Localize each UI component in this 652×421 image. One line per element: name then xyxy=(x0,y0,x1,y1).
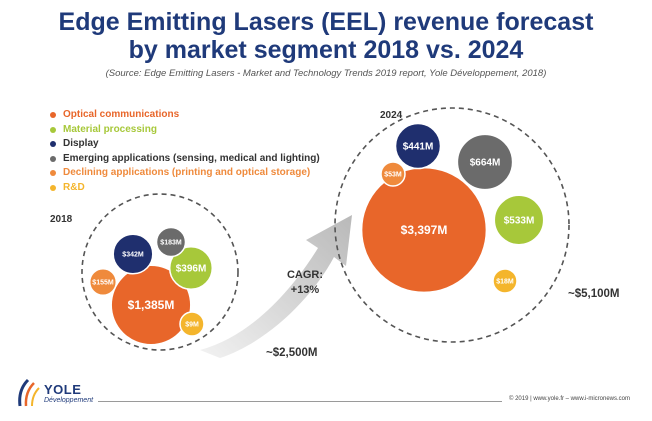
legend-swatch-display xyxy=(50,141,56,148)
group-outline-2024 xyxy=(334,107,570,343)
legend-item-emerging: Emerging applications (sensing, medical … xyxy=(50,152,320,167)
group-year-2018: 2018 xyxy=(50,214,73,225)
legend-item-display: Display xyxy=(50,137,320,152)
legend-label-optical: Optical communications xyxy=(63,109,180,120)
legend-item-rnd: R&D xyxy=(50,181,320,196)
bubble-label-2024-material: $533M xyxy=(504,216,535,227)
bubble-2018-rnd xyxy=(179,311,205,337)
legend-swatch-rnd xyxy=(50,184,56,191)
footer-divider xyxy=(98,401,502,402)
bubble-label-2018-declining: $155M xyxy=(92,279,114,286)
cagr-label: CAGR: xyxy=(287,269,323,281)
bubble-2024-emerging xyxy=(456,133,514,191)
footer-copyright: © 2019 | www.yole.fr – www.i-micronews.c… xyxy=(508,396,630,402)
chart-title-line1: Edge Emitting Lasers (EEL) revenue forec… xyxy=(58,8,594,36)
bubble-label-2018-material: $396M xyxy=(176,264,207,275)
bubble-label-2024-optical: $3,397M xyxy=(401,223,448,237)
legend-swatch-declining xyxy=(50,170,56,177)
legend-label-material: Material processing xyxy=(63,123,157,135)
group-outline-2018 xyxy=(81,193,239,351)
group-total-2018: ~$2,500M xyxy=(266,347,317,359)
bubble-2024-display xyxy=(394,122,442,170)
bubble-2018-material xyxy=(168,245,214,291)
bubble-label-2018-rnd: $9M xyxy=(185,321,199,328)
legend-item-optical: Optical communications xyxy=(50,108,320,123)
legend-swatch-emerging xyxy=(50,155,56,162)
group-total-2024: ~$5,100M xyxy=(568,288,619,300)
bubble-label-2024-emerging: $664M xyxy=(470,158,501,169)
bubble-label-2018-emerging: $183M xyxy=(160,239,182,246)
bubble-label-2018-display: $342M xyxy=(122,251,144,258)
legend-item-material: Material processing xyxy=(50,123,320,138)
bubble-label-2024-display: $441M xyxy=(403,142,434,153)
bubble-label-2024-rnd: $18M xyxy=(496,278,514,285)
bubble-label-2018-optical: $1,385M xyxy=(128,298,175,312)
legend-item-declining: Declining applications (printing and opt… xyxy=(50,166,320,181)
growth-arrow xyxy=(200,215,352,358)
bubble-2018-declining xyxy=(88,267,118,297)
legend-label-declining: Declining applications (printing and opt… xyxy=(63,167,311,178)
yole-logo: YOLE Développement xyxy=(14,374,104,414)
chart-title-line2: by market segment 2018 vs. 2024 xyxy=(128,36,524,64)
bubble-2024-rnd xyxy=(492,268,518,294)
legend-label-emerging: Emerging applications (sensing, medical … xyxy=(63,152,320,164)
bubble-2018-emerging xyxy=(155,226,187,258)
group-year-2024: 2024 xyxy=(380,110,403,121)
bubble-label-2024-declining: $53M xyxy=(384,171,402,178)
legend-label-display: Display xyxy=(63,138,99,149)
cagr-value: +13% xyxy=(291,284,320,296)
bubble-2018-display xyxy=(112,233,154,275)
bubble-2024-declining xyxy=(380,161,406,187)
legend-label-rnd: R&D xyxy=(63,181,85,193)
legend-swatch-optical xyxy=(50,112,56,119)
chart-source: (Source: Edge Emitting Lasers - Market a… xyxy=(105,68,547,79)
logo-word: YOLE xyxy=(44,382,82,397)
bubble-2024-material xyxy=(493,194,545,246)
chart-legend: Optical communications Material processin… xyxy=(50,108,320,195)
legend-swatch-material xyxy=(50,126,56,133)
bubble-2018-optical xyxy=(110,264,192,346)
yole-logo-icon xyxy=(18,378,40,407)
logo-subtitle: Développement xyxy=(44,397,94,404)
